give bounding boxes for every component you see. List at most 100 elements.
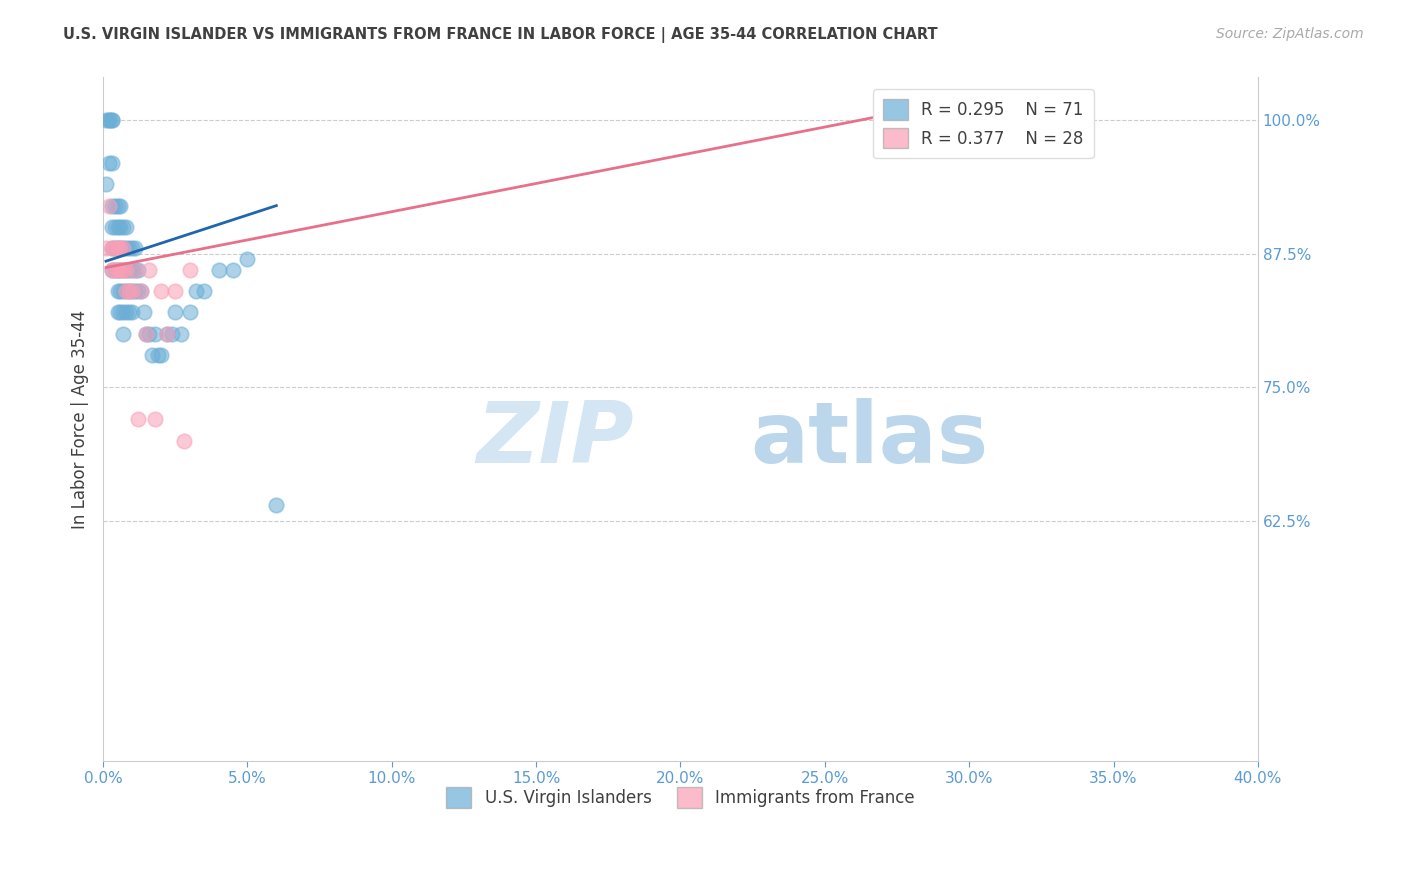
- Point: [104, 219, 127, 234]
- Text: atlas: atlas: [749, 398, 988, 482]
- Point: [165, 284, 187, 298]
- Point: [112, 262, 135, 277]
- Text: U.S. VIRGIN ISLANDER VS IMMIGRANTS FROM FRANCE IN LABOR FORCE | AGE 35-44 CORREL: U.S. VIRGIN ISLANDER VS IMMIGRANTS FROM …: [63, 27, 938, 43]
- Point: [124, 262, 146, 277]
- Point: [236, 252, 259, 266]
- Point: [101, 199, 124, 213]
- Point: [115, 305, 138, 319]
- Point: [110, 262, 132, 277]
- Point: [104, 241, 127, 255]
- Point: [115, 219, 138, 234]
- Point: [115, 284, 138, 298]
- Point: [101, 262, 124, 277]
- Point: [127, 412, 149, 426]
- Point: [112, 305, 135, 319]
- Point: [112, 326, 135, 341]
- Point: [101, 262, 124, 277]
- Point: [127, 284, 149, 298]
- Point: [97, 113, 120, 128]
- Point: [101, 113, 124, 128]
- Text: ZIP: ZIP: [477, 398, 634, 482]
- Point: [110, 241, 132, 255]
- Point: [184, 284, 207, 298]
- Point: [118, 305, 141, 319]
- Point: [129, 284, 152, 298]
- Point: [107, 262, 129, 277]
- Point: [112, 262, 135, 277]
- Point: [110, 241, 132, 255]
- Point: [101, 113, 124, 128]
- Point: [143, 326, 166, 341]
- Y-axis label: In Labor Force | Age 35-44: In Labor Force | Age 35-44: [72, 310, 89, 529]
- Point: [112, 241, 135, 255]
- Point: [138, 262, 160, 277]
- Point: [107, 241, 129, 255]
- Point: [149, 284, 172, 298]
- Point: [104, 262, 127, 277]
- Point: [193, 284, 215, 298]
- Point: [170, 326, 193, 341]
- Point: [135, 326, 157, 341]
- Point: [118, 284, 141, 298]
- Point: [110, 284, 132, 298]
- Point: [121, 305, 143, 319]
- Point: [135, 326, 157, 341]
- Point: [94, 178, 117, 192]
- Point: [107, 199, 129, 213]
- Point: [207, 262, 229, 277]
- Point: [156, 326, 179, 341]
- Point: [266, 498, 288, 512]
- Point: [121, 284, 143, 298]
- Point: [124, 262, 146, 277]
- Point: [162, 326, 184, 341]
- Point: [132, 305, 155, 319]
- Point: [101, 241, 124, 255]
- Point: [112, 219, 135, 234]
- Point: [118, 241, 141, 255]
- Point: [107, 262, 129, 277]
- Point: [121, 284, 143, 298]
- Point: [179, 262, 201, 277]
- Point: [173, 434, 195, 448]
- Point: [124, 284, 146, 298]
- Point: [957, 113, 980, 128]
- Point: [118, 262, 141, 277]
- Point: [121, 262, 143, 277]
- Point: [101, 241, 124, 255]
- Point: [110, 199, 132, 213]
- Point: [115, 262, 138, 277]
- Point: [107, 241, 129, 255]
- Point: [138, 326, 160, 341]
- Point: [129, 284, 152, 298]
- Point: [149, 348, 172, 362]
- Point: [94, 241, 117, 255]
- Point: [110, 219, 132, 234]
- Text: Source: ZipAtlas.com: Source: ZipAtlas.com: [1216, 27, 1364, 41]
- Point: [107, 305, 129, 319]
- Legend: U.S. Virgin Islanders, Immigrants from France: U.S. Virgin Islanders, Immigrants from F…: [440, 780, 921, 814]
- Point: [121, 241, 143, 255]
- Point: [110, 262, 132, 277]
- Point: [97, 156, 120, 170]
- Point: [112, 284, 135, 298]
- Point: [94, 113, 117, 128]
- Point: [110, 305, 132, 319]
- Point: [97, 199, 120, 213]
- Point: [112, 241, 135, 255]
- Point: [101, 219, 124, 234]
- Point: [107, 219, 129, 234]
- Point: [127, 262, 149, 277]
- Point: [156, 326, 179, 341]
- Point: [107, 284, 129, 298]
- Point: [179, 305, 201, 319]
- Point: [97, 113, 120, 128]
- Point: [124, 241, 146, 255]
- Point: [115, 241, 138, 255]
- Point: [104, 199, 127, 213]
- Point: [141, 348, 163, 362]
- Point: [104, 262, 127, 277]
- Point: [165, 305, 187, 319]
- Point: [222, 262, 245, 277]
- Point: [118, 284, 141, 298]
- Point: [115, 262, 138, 277]
